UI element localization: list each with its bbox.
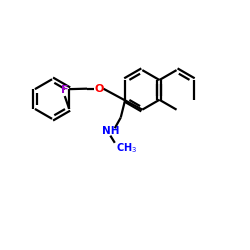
Text: F: F [60, 85, 68, 95]
Text: O: O [94, 84, 104, 94]
Text: NH: NH [102, 126, 119, 136]
Text: CH$_3$: CH$_3$ [116, 142, 137, 156]
